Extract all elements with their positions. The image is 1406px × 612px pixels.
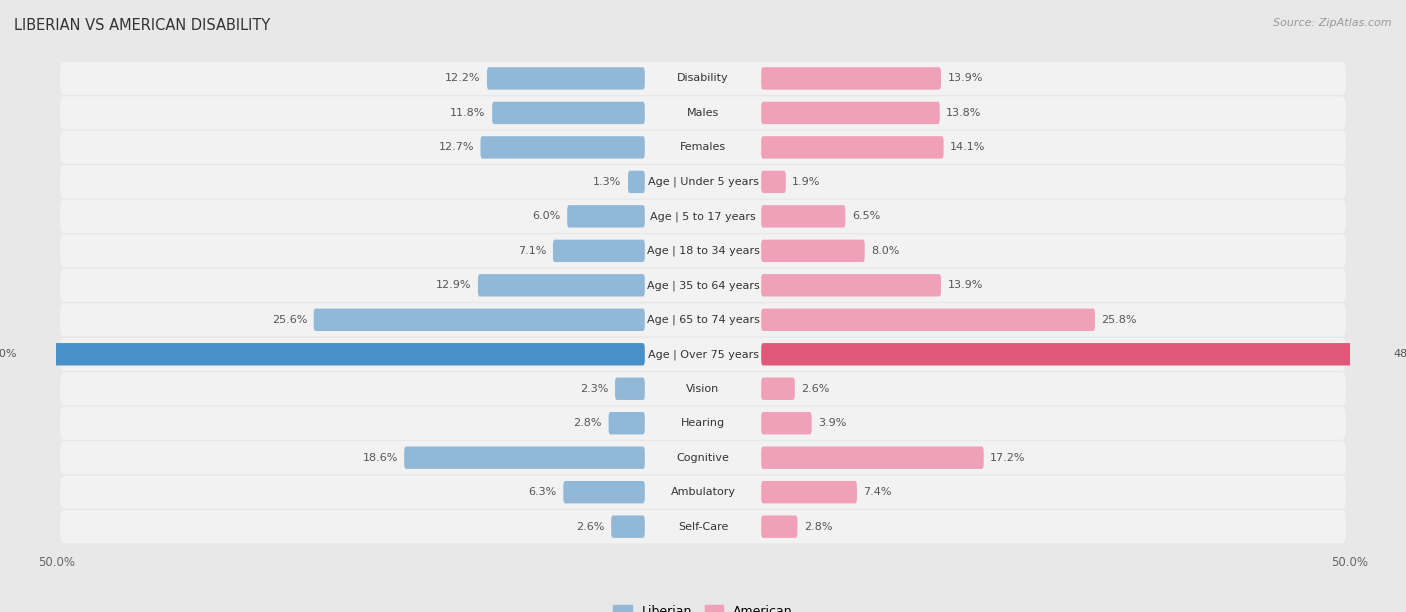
Legend: Liberian, American: Liberian, American — [613, 605, 793, 612]
Text: Age | 18 to 34 years: Age | 18 to 34 years — [647, 245, 759, 256]
FancyBboxPatch shape — [761, 412, 811, 435]
Text: 11.8%: 11.8% — [450, 108, 485, 118]
FancyBboxPatch shape — [553, 240, 645, 262]
FancyBboxPatch shape — [60, 200, 1346, 233]
Text: 48.4%: 48.4% — [1393, 349, 1406, 359]
FancyBboxPatch shape — [492, 102, 645, 124]
Text: 2.6%: 2.6% — [801, 384, 830, 394]
Text: 18.6%: 18.6% — [363, 453, 398, 463]
FancyBboxPatch shape — [761, 102, 939, 124]
Text: 17.2%: 17.2% — [990, 453, 1025, 463]
FancyBboxPatch shape — [761, 240, 865, 262]
Text: 12.2%: 12.2% — [446, 73, 481, 83]
Text: 2.6%: 2.6% — [576, 521, 605, 532]
FancyBboxPatch shape — [486, 67, 645, 89]
FancyBboxPatch shape — [314, 308, 645, 331]
Text: Disability: Disability — [678, 73, 728, 83]
FancyBboxPatch shape — [761, 378, 794, 400]
Text: Hearing: Hearing — [681, 418, 725, 428]
Text: 6.3%: 6.3% — [529, 487, 557, 497]
FancyBboxPatch shape — [404, 447, 645, 469]
Text: Self-Care: Self-Care — [678, 521, 728, 532]
FancyBboxPatch shape — [60, 96, 1346, 130]
Text: 12.9%: 12.9% — [436, 280, 471, 290]
FancyBboxPatch shape — [761, 171, 786, 193]
Text: 7.1%: 7.1% — [517, 246, 547, 256]
FancyBboxPatch shape — [761, 205, 845, 228]
FancyBboxPatch shape — [60, 338, 1346, 371]
FancyBboxPatch shape — [761, 343, 1388, 365]
Text: 2.3%: 2.3% — [581, 384, 609, 394]
FancyBboxPatch shape — [761, 136, 943, 159]
Text: Age | 65 to 74 years: Age | 65 to 74 years — [647, 315, 759, 325]
FancyBboxPatch shape — [761, 274, 941, 297]
Text: 1.3%: 1.3% — [593, 177, 621, 187]
FancyBboxPatch shape — [614, 378, 645, 400]
Text: LIBERIAN VS AMERICAN DISABILITY: LIBERIAN VS AMERICAN DISABILITY — [14, 18, 270, 34]
FancyBboxPatch shape — [761, 515, 797, 538]
Text: 1.9%: 1.9% — [792, 177, 821, 187]
Text: Age | 35 to 64 years: Age | 35 to 64 years — [647, 280, 759, 291]
Text: 13.9%: 13.9% — [948, 73, 983, 83]
Text: Males: Males — [688, 108, 718, 118]
FancyBboxPatch shape — [60, 62, 1346, 95]
Text: 6.0%: 6.0% — [533, 211, 561, 222]
FancyBboxPatch shape — [567, 205, 645, 228]
FancyBboxPatch shape — [60, 441, 1346, 474]
Text: Source: ZipAtlas.com: Source: ZipAtlas.com — [1274, 18, 1392, 28]
FancyBboxPatch shape — [24, 343, 645, 365]
FancyBboxPatch shape — [609, 412, 645, 435]
Text: 8.0%: 8.0% — [872, 246, 900, 256]
Text: 2.8%: 2.8% — [804, 521, 832, 532]
Text: Vision: Vision — [686, 384, 720, 394]
FancyBboxPatch shape — [60, 407, 1346, 440]
FancyBboxPatch shape — [60, 372, 1346, 405]
Text: 48.0%: 48.0% — [0, 349, 17, 359]
Text: Ambulatory: Ambulatory — [671, 487, 735, 497]
Text: Cognitive: Cognitive — [676, 453, 730, 463]
FancyBboxPatch shape — [60, 131, 1346, 164]
Text: 25.8%: 25.8% — [1101, 315, 1137, 325]
Text: 13.8%: 13.8% — [946, 108, 981, 118]
FancyBboxPatch shape — [628, 171, 645, 193]
FancyBboxPatch shape — [60, 476, 1346, 509]
Text: 12.7%: 12.7% — [439, 143, 474, 152]
FancyBboxPatch shape — [612, 515, 645, 538]
Text: Age | Over 75 years: Age | Over 75 years — [648, 349, 758, 359]
Text: Age | Under 5 years: Age | Under 5 years — [648, 177, 758, 187]
FancyBboxPatch shape — [60, 269, 1346, 302]
FancyBboxPatch shape — [761, 447, 984, 469]
Text: 13.9%: 13.9% — [948, 280, 983, 290]
FancyBboxPatch shape — [481, 136, 645, 159]
Text: 7.4%: 7.4% — [863, 487, 891, 497]
Text: 2.8%: 2.8% — [574, 418, 602, 428]
Text: 14.1%: 14.1% — [950, 143, 986, 152]
Text: 25.6%: 25.6% — [271, 315, 307, 325]
FancyBboxPatch shape — [761, 481, 856, 504]
FancyBboxPatch shape — [761, 308, 1095, 331]
Text: 6.5%: 6.5% — [852, 211, 880, 222]
Text: 3.9%: 3.9% — [818, 418, 846, 428]
FancyBboxPatch shape — [564, 481, 645, 504]
FancyBboxPatch shape — [60, 234, 1346, 267]
FancyBboxPatch shape — [60, 510, 1346, 543]
FancyBboxPatch shape — [60, 165, 1346, 198]
FancyBboxPatch shape — [761, 67, 941, 89]
Text: Age | 5 to 17 years: Age | 5 to 17 years — [650, 211, 756, 222]
FancyBboxPatch shape — [478, 274, 645, 297]
FancyBboxPatch shape — [60, 303, 1346, 337]
Text: Females: Females — [681, 143, 725, 152]
